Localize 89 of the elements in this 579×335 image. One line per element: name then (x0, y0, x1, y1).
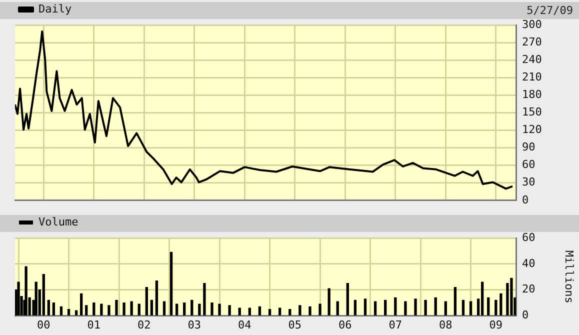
x-tick-label: 07 (388, 318, 402, 332)
bar (145, 286, 148, 316)
y-tick-label: 0 (522, 193, 529, 206)
bar (17, 282, 20, 316)
bar (268, 308, 272, 316)
bar (500, 293, 502, 316)
bar (238, 308, 241, 316)
bar (414, 298, 417, 316)
bar (47, 300, 50, 316)
bar (183, 302, 186, 316)
bar (190, 300, 194, 316)
bar (248, 308, 251, 316)
bar (487, 297, 490, 316)
bar (80, 293, 83, 316)
y-tick-label: 150 (522, 106, 542, 119)
bar (424, 300, 427, 316)
x-tick-label: 05 (288, 318, 302, 332)
bar (52, 302, 56, 316)
bar (354, 300, 357, 316)
y-tick-label: 180 (522, 88, 542, 102)
bar (469, 301, 472, 316)
bar (210, 302, 214, 316)
bar (67, 308, 70, 316)
bar (364, 298, 367, 316)
bar (138, 304, 140, 316)
bar (462, 300, 465, 316)
y-tick-label: 60 (522, 230, 536, 244)
bar (228, 305, 231, 316)
bar (92, 302, 96, 316)
bar (404, 301, 407, 316)
x-tick-label: 04 (238, 318, 252, 332)
x-tick-label: 03 (188, 318, 202, 332)
bar (308, 306, 312, 316)
text: 5/27/09 (526, 4, 573, 17)
legend-label: Volume (38, 215, 78, 228)
bar (85, 305, 88, 316)
y-axis-title: Millions (562, 250, 576, 304)
bar (258, 306, 262, 316)
y-tick-label: 210 (522, 70, 542, 84)
bar (394, 297, 397, 316)
bar (34, 282, 38, 316)
y-tick-label: 300 (522, 18, 542, 31)
bar (162, 301, 166, 316)
bar (218, 304, 221, 316)
bar (288, 308, 292, 316)
bar (203, 283, 206, 316)
y-tick-label: 120 (522, 123, 542, 136)
legend-label: Daily (38, 2, 72, 16)
bar (60, 306, 63, 316)
bar (510, 278, 513, 316)
x-tick-label: 00 (37, 318, 50, 332)
x-tick-label: 09 (489, 318, 503, 332)
x-tick-label: 08 (439, 318, 452, 332)
y-tick-label: 60 (522, 158, 536, 172)
bar (444, 301, 447, 316)
bar (434, 297, 437, 316)
y-tick-label: 30 (522, 176, 536, 189)
y-tick-label: 0 (522, 308, 529, 322)
bar (175, 304, 178, 316)
bar (481, 282, 484, 316)
bar (328, 288, 330, 316)
y-tick-label: 40 (522, 256, 536, 270)
bar (74, 310, 78, 316)
x-tick-label: 02 (138, 318, 151, 332)
bar (170, 252, 173, 316)
bar (150, 300, 154, 316)
bar (336, 301, 339, 316)
y-tick-label: 240 (522, 52, 542, 66)
bar (278, 308, 282, 316)
y-tick-label: 90 (522, 140, 536, 154)
bar (454, 286, 457, 316)
y-tick-label: 270 (522, 35, 542, 48)
bar (115, 300, 118, 316)
bar (298, 305, 302, 316)
x-tick-label: 06 (338, 318, 352, 332)
bar (108, 305, 110, 316)
bar (346, 283, 349, 316)
x-tick-label: 01 (87, 318, 101, 332)
bar (198, 304, 201, 316)
bar (494, 300, 498, 316)
bar (374, 301, 377, 316)
bar (318, 304, 322, 316)
y-tick-label: 20 (522, 282, 536, 296)
bar (100, 304, 103, 316)
bar (384, 300, 387, 316)
bar (122, 302, 126, 316)
bar (42, 274, 45, 316)
bar (155, 280, 158, 316)
bar (130, 301, 133, 316)
